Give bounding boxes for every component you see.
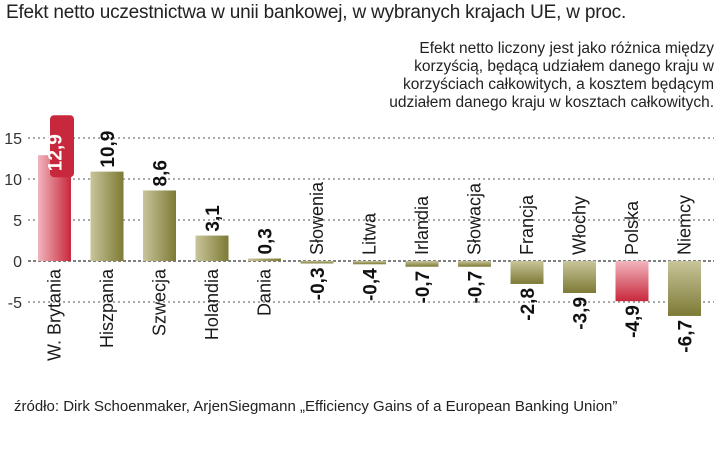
bar-irlandia <box>405 261 439 267</box>
category-label: Słowenia <box>307 181 327 255</box>
category-label: Holandia <box>202 268 222 340</box>
bar-włochy <box>563 261 596 293</box>
bar-francja <box>510 261 544 284</box>
value-label: -0,3 <box>308 267 329 300</box>
bar-dania <box>248 258 281 261</box>
source-note: źródło: Dirk Schoenmaker, ArjenSiegmann … <box>14 398 618 415</box>
category-label: Litwa <box>360 212 380 255</box>
category-label: Dania <box>255 268 275 316</box>
y-tick-label: 0 <box>13 254 22 271</box>
value-label: 12,9 <box>46 134 67 171</box>
category-label: Szwecja <box>150 268 170 336</box>
chart-title: Efekt netto uczestnictwa w unii bankowej… <box>6 2 627 23</box>
value-label: 3,1 <box>203 205 224 232</box>
value-label: -6,7 <box>676 320 697 353</box>
category-label: Hiszpania <box>97 268 117 348</box>
value-label: 10,9 <box>98 131 119 168</box>
category-label: Polska <box>622 200 642 255</box>
value-badge <box>50 115 74 178</box>
bar-hiszpania <box>90 171 124 261</box>
value-label: 8,6 <box>151 160 172 186</box>
y-tick-label: 5 <box>13 213 22 230</box>
bar-słowenia <box>300 261 334 264</box>
bar-niemcy <box>668 261 701 316</box>
value-label: 0,3 <box>256 228 277 254</box>
bar-szwecja <box>143 190 176 261</box>
category-label: Włochy <box>570 196 590 255</box>
value-label: -0,7 <box>413 271 434 304</box>
chart-note: Efekt netto liczony jest jako różnica mi… <box>384 40 714 112</box>
value-label: -0,4 <box>361 268 382 301</box>
value-label: -4,9 <box>623 305 644 338</box>
category-label: W. Brytania <box>45 268 65 361</box>
y-tick-label: 15 <box>4 131 22 148</box>
y-tick-label: 10 <box>4 172 22 189</box>
bar-litwa <box>353 261 386 265</box>
bar-słowacja <box>458 261 491 267</box>
category-label: Niemcy <box>675 195 695 255</box>
bar-polska <box>615 261 649 302</box>
y-tick-label: -5 <box>8 295 22 312</box>
value-label: -0,7 <box>466 271 487 304</box>
category-label: Słowacja <box>465 182 485 255</box>
category-label: Francja <box>517 194 537 255</box>
value-label: -3,9 <box>571 297 592 330</box>
value-label: -2,8 <box>518 288 539 321</box>
bar-holandia <box>195 235 229 261</box>
category-label: Irlandia <box>412 195 432 255</box>
